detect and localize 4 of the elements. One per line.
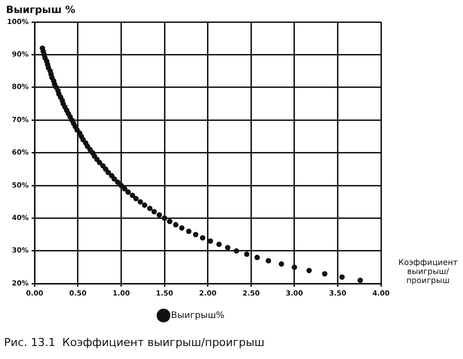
legend-label: Выигрыш% [171,310,225,321]
y-axis-title: Выигрыш % [6,5,76,16]
text: Рис. 13.1 Коэффициент выигрыш/проигрыш [4,336,264,349]
x-axis-title: Коэффициент выигрыш/ проигрыш [397,258,459,285]
